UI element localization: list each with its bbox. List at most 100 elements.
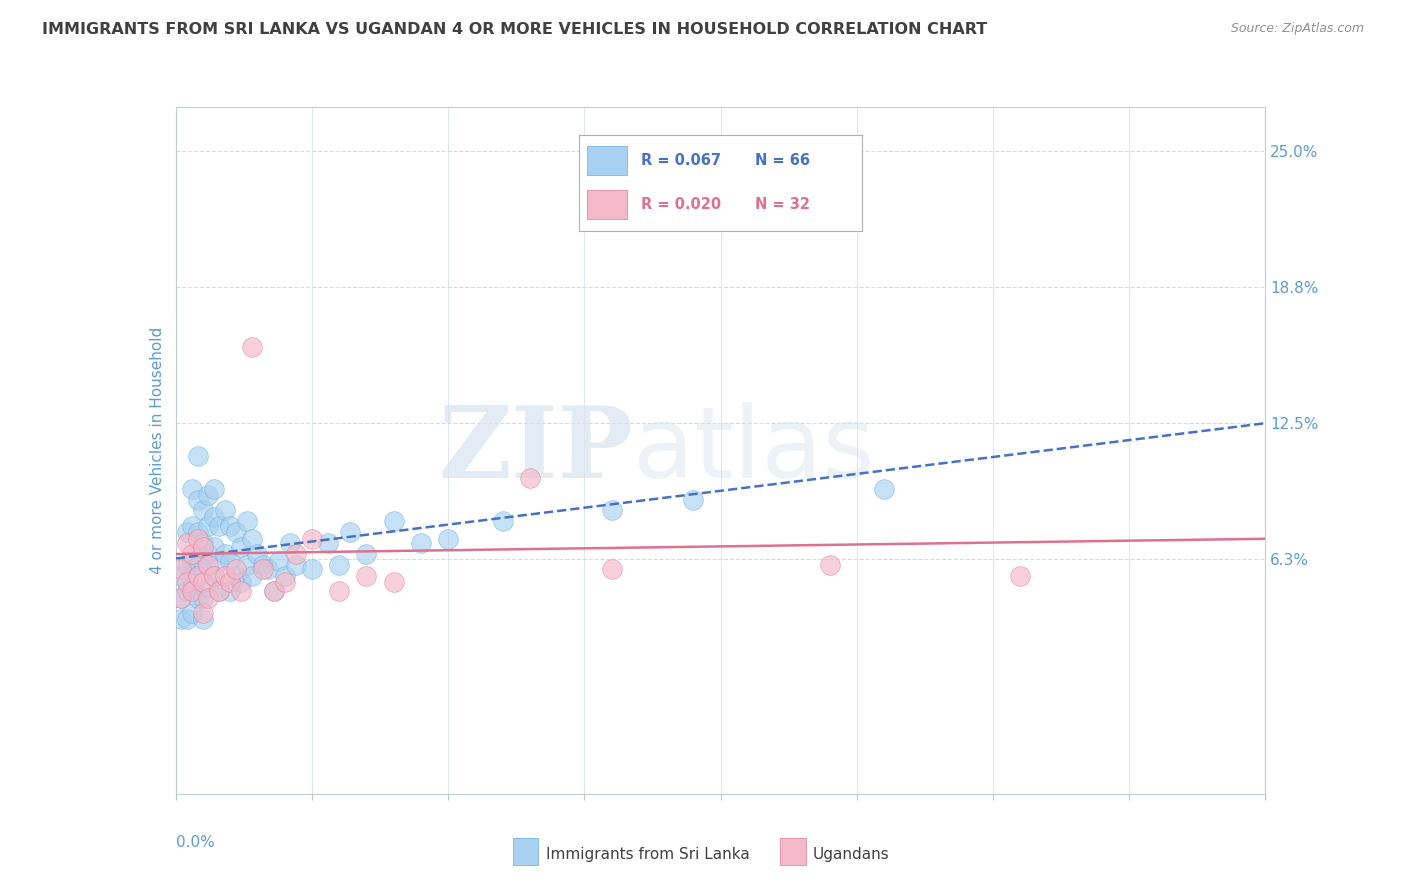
Point xyxy=(274,575,297,590)
Point xyxy=(240,532,263,546)
Point xyxy=(318,536,340,550)
Point xyxy=(356,569,378,583)
Point xyxy=(191,575,214,590)
Point xyxy=(219,575,242,590)
Point xyxy=(186,558,209,572)
Point xyxy=(284,558,307,572)
Point xyxy=(202,541,225,555)
Point xyxy=(339,525,361,540)
Point xyxy=(208,553,231,567)
Point xyxy=(257,562,280,576)
Point xyxy=(235,558,257,572)
Point xyxy=(356,547,378,561)
Point xyxy=(176,525,198,540)
Point xyxy=(328,584,350,599)
Point xyxy=(197,488,219,502)
Point xyxy=(235,514,257,528)
Point xyxy=(170,591,193,605)
Point xyxy=(246,547,269,561)
Point xyxy=(197,558,219,572)
Point xyxy=(231,584,253,599)
Point xyxy=(818,558,841,572)
Point xyxy=(519,471,541,485)
Point xyxy=(278,536,301,550)
Point xyxy=(176,558,198,572)
Point xyxy=(1010,569,1032,583)
Point xyxy=(600,503,623,517)
Y-axis label: 4 or more Vehicles in Household: 4 or more Vehicles in Household xyxy=(149,326,165,574)
Point xyxy=(382,514,405,528)
Point xyxy=(263,584,285,599)
Text: atlas: atlas xyxy=(633,402,875,499)
Point xyxy=(202,569,225,583)
Point xyxy=(263,584,285,599)
Point xyxy=(176,575,198,590)
Point xyxy=(240,569,263,583)
Point xyxy=(240,340,263,354)
Point xyxy=(191,591,214,605)
Point xyxy=(181,553,204,567)
Point xyxy=(186,449,209,463)
Point xyxy=(214,569,236,583)
Point xyxy=(176,536,198,550)
Point xyxy=(197,547,219,561)
Point xyxy=(181,584,204,599)
Text: 0.0%: 0.0% xyxy=(176,835,215,850)
Point xyxy=(176,584,198,599)
Point xyxy=(600,562,623,576)
Point xyxy=(191,606,214,620)
Point xyxy=(214,547,236,561)
Point xyxy=(170,569,193,583)
Point xyxy=(186,532,209,546)
Text: Immigrants from Sri Lanka: Immigrants from Sri Lanka xyxy=(546,847,749,862)
Point xyxy=(208,518,231,533)
Point xyxy=(208,584,231,599)
Point xyxy=(437,532,460,546)
Point xyxy=(409,536,432,550)
Point xyxy=(269,553,291,567)
Point xyxy=(492,514,515,528)
Point xyxy=(252,558,274,572)
Point xyxy=(186,525,209,540)
Point xyxy=(186,591,209,605)
Point xyxy=(191,536,214,550)
Text: Source: ZipAtlas.com: Source: ZipAtlas.com xyxy=(1230,22,1364,36)
Point xyxy=(301,532,323,546)
Point xyxy=(219,518,242,533)
Point xyxy=(231,541,253,555)
Point xyxy=(382,575,405,590)
Point xyxy=(682,492,704,507)
Point xyxy=(170,562,193,576)
Point xyxy=(191,612,214,626)
Point xyxy=(181,580,204,594)
Point xyxy=(214,503,236,517)
Point xyxy=(197,580,219,594)
Point xyxy=(191,503,214,517)
Text: IMMIGRANTS FROM SRI LANKA VS UGANDAN 4 OR MORE VEHICLES IN HOUSEHOLD CORRELATION: IMMIGRANTS FROM SRI LANKA VS UGANDAN 4 O… xyxy=(42,22,987,37)
Point xyxy=(181,547,204,561)
Point xyxy=(208,584,231,599)
Point xyxy=(328,558,350,572)
Point xyxy=(225,525,247,540)
Point xyxy=(274,569,297,583)
Point xyxy=(197,591,219,605)
Text: Ugandans: Ugandans xyxy=(813,847,890,862)
Point xyxy=(202,510,225,524)
Text: ZIP: ZIP xyxy=(439,402,633,499)
Point xyxy=(202,569,225,583)
Point xyxy=(191,541,214,555)
Point xyxy=(181,518,204,533)
Point xyxy=(873,482,896,496)
Point xyxy=(284,547,307,561)
Point xyxy=(219,553,242,567)
Point xyxy=(252,562,274,576)
Point xyxy=(202,482,225,496)
Point xyxy=(186,569,209,583)
Point xyxy=(176,612,198,626)
Point xyxy=(197,518,219,533)
Point xyxy=(191,562,214,576)
Point xyxy=(225,562,247,576)
Point xyxy=(231,575,253,590)
Point xyxy=(219,584,242,599)
Point xyxy=(181,482,204,496)
